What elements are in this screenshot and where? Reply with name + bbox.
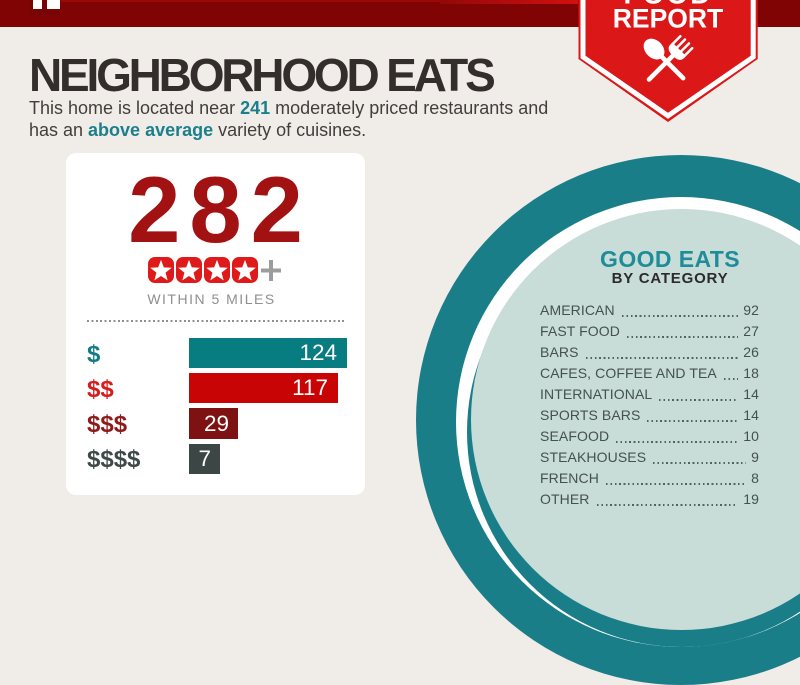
svg-text:FOOD: FOOD bbox=[624, 0, 713, 10]
svg-text:REPORT: REPORT bbox=[613, 4, 723, 34]
